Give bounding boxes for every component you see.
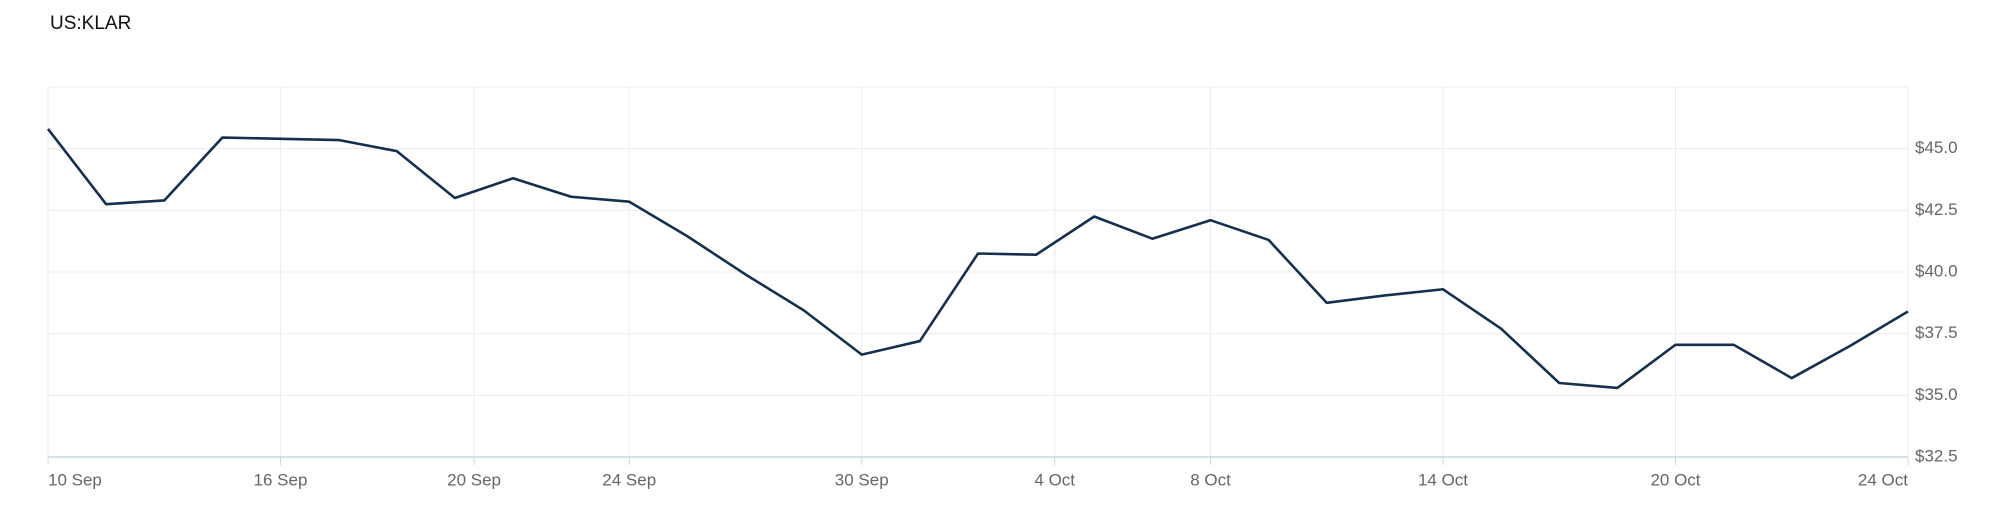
x-tick-label: 20 Oct	[1650, 470, 1700, 489]
y-tick-label: $37.5	[1915, 323, 1958, 342]
y-tick-label: $35.0	[1915, 385, 1958, 404]
y-tick-label: $40.0	[1915, 261, 1958, 280]
x-tick-label: 24 Sep	[602, 470, 656, 489]
y-tick-label: $45.0	[1915, 138, 1958, 157]
x-tick-label: 24 Oct	[1858, 470, 1908, 489]
x-tick-label: 16 Sep	[254, 470, 308, 489]
x-tick-label: 8 Oct	[1190, 470, 1231, 489]
x-tick-label: 4 Oct	[1034, 470, 1075, 489]
chart-title: US:KLAR	[50, 13, 131, 34]
x-tick-label: 30 Sep	[835, 470, 889, 489]
price-line	[46, 128, 1909, 390]
x-tick-label: 14 Oct	[1418, 470, 1468, 489]
y-tick-label: $32.5	[1915, 446, 1958, 465]
y-tick-label: $42.5	[1915, 200, 1958, 219]
x-tick-label: 10 Sep	[48, 470, 102, 489]
x-tick-label: 20 Sep	[447, 470, 501, 489]
